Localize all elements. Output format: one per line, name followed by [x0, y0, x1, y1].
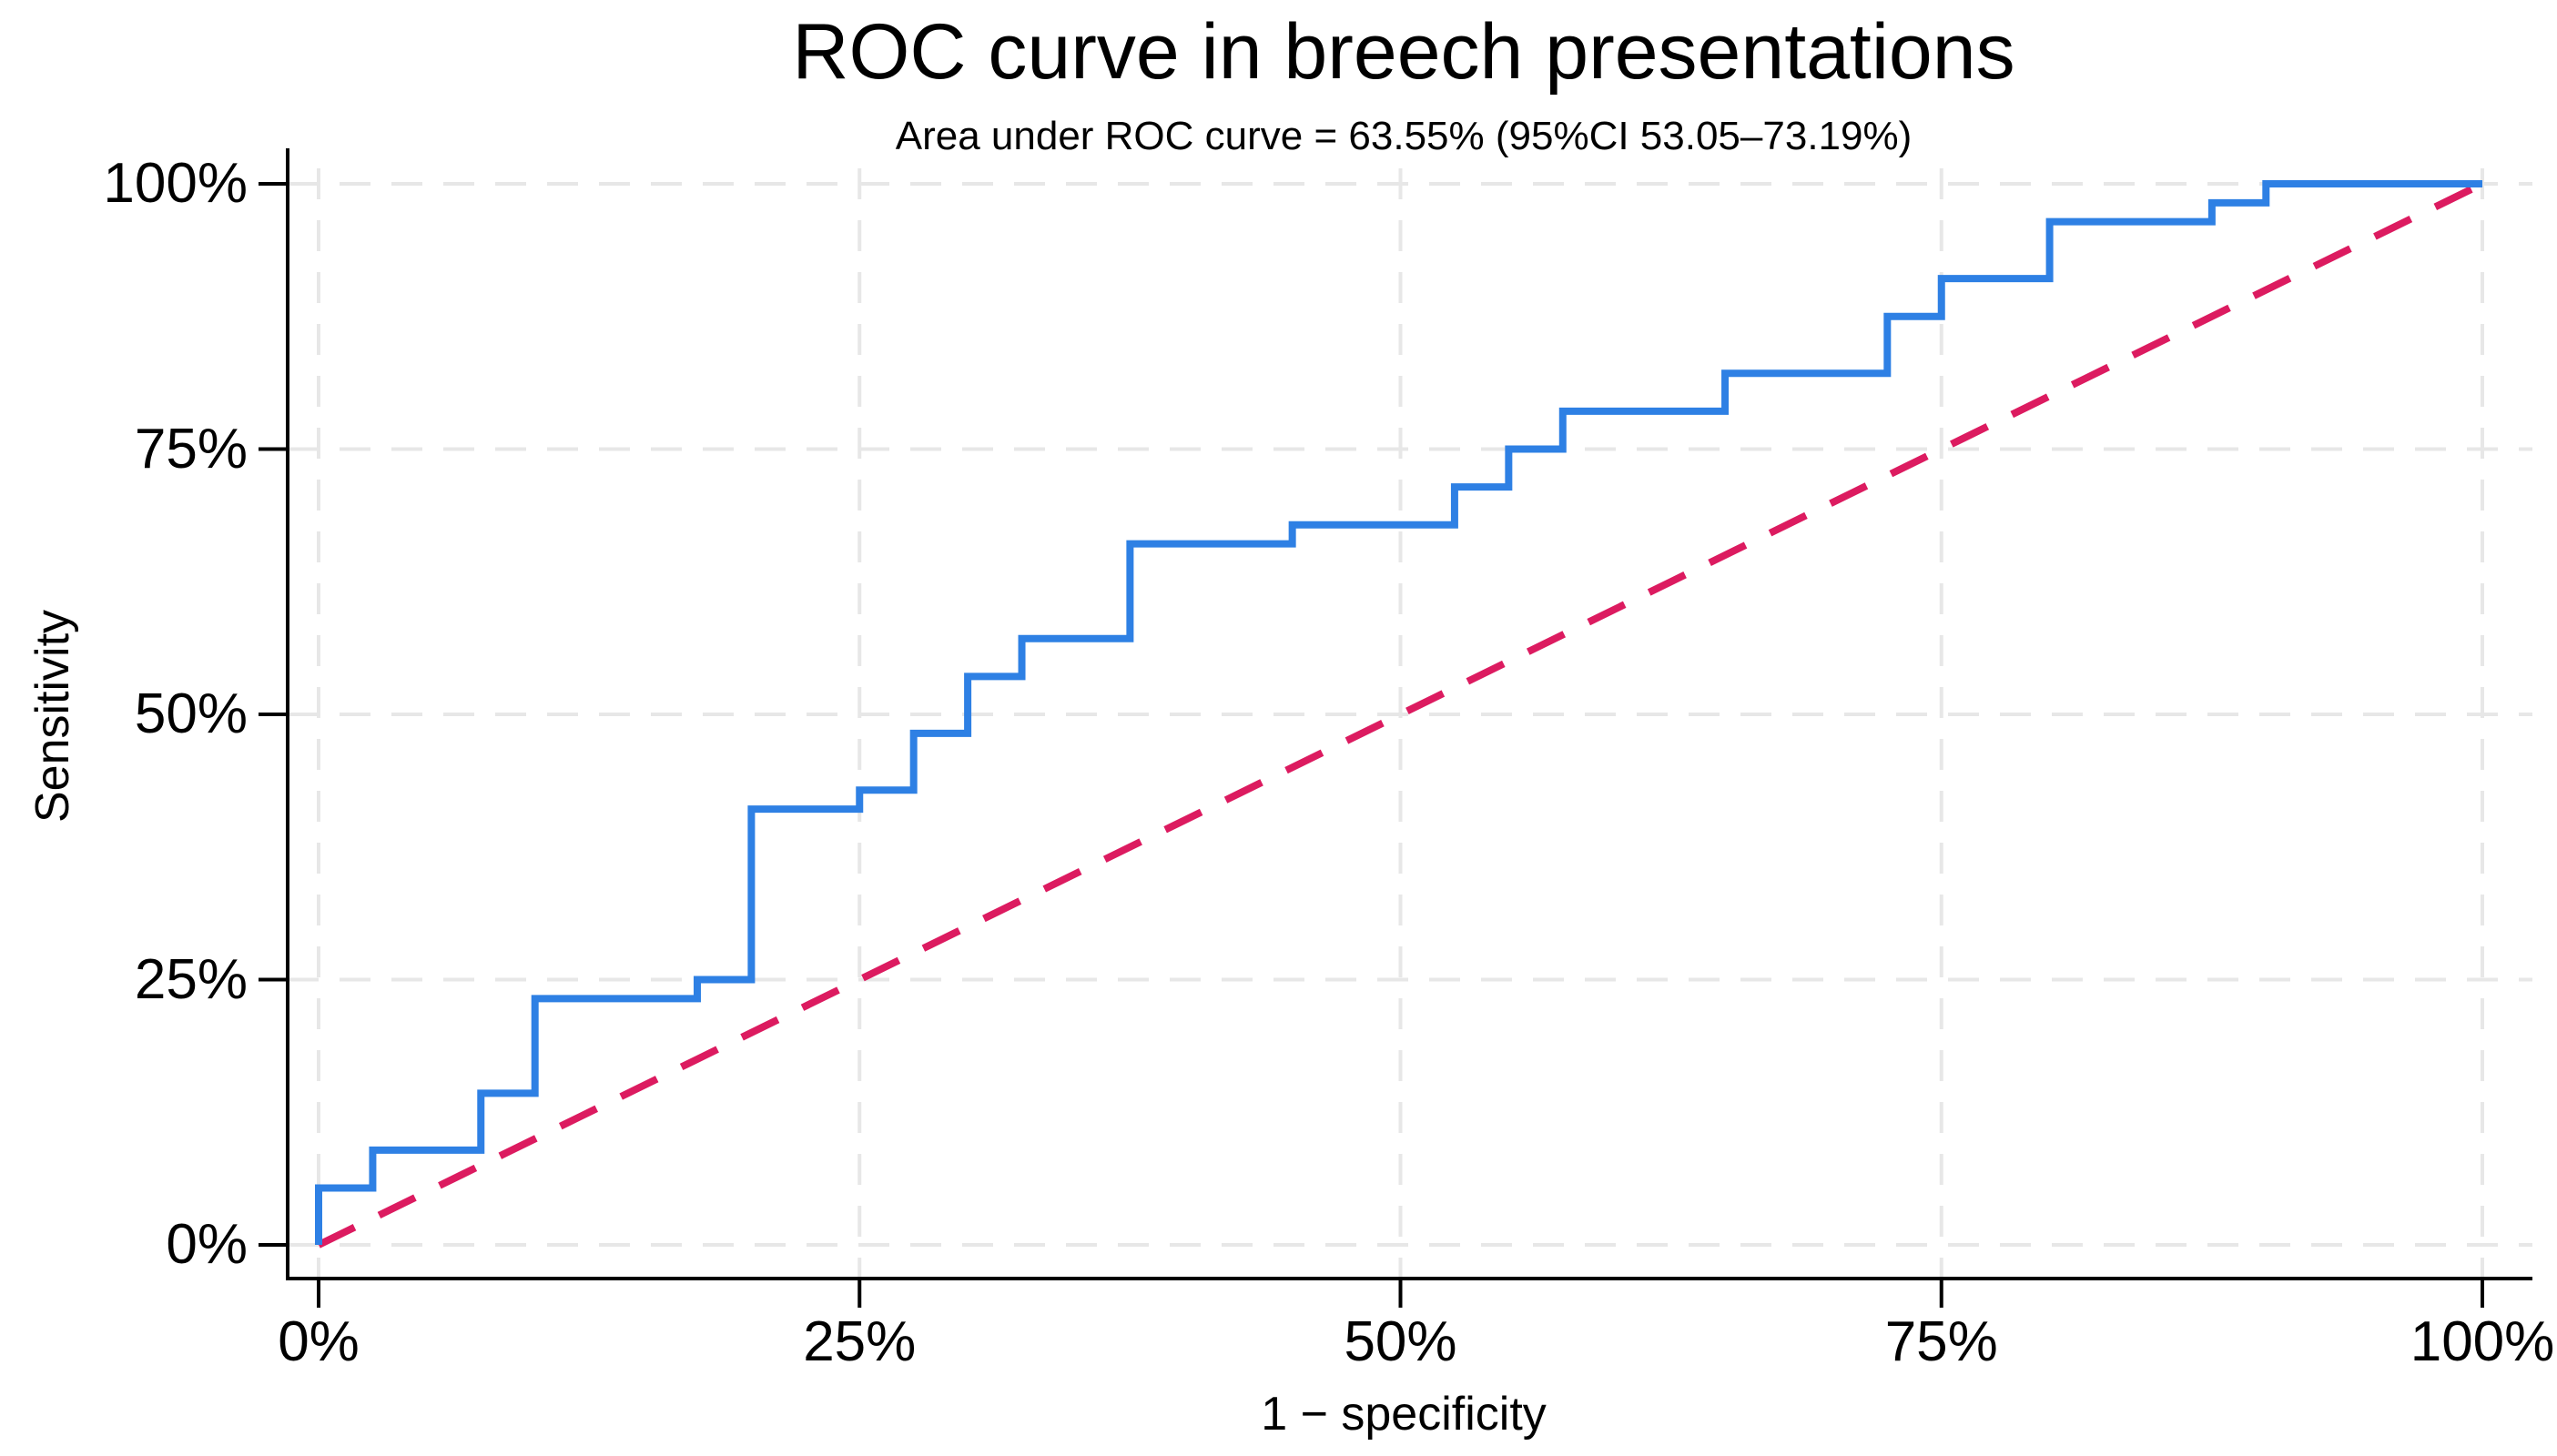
y-tick-label-50%: 50%: [134, 682, 248, 745]
x-tick-label-100%: 100%: [2410, 1310, 2555, 1373]
chart-title: ROC curve in breech presentations: [792, 8, 2015, 96]
x-tick-label-50%: 50%: [1344, 1310, 1457, 1373]
x-tick-label-75%: 75%: [1884, 1310, 1998, 1373]
chart-subtitle: Area under ROC curve = 63.55% (95%CI 53.…: [895, 114, 1913, 158]
x-axis-title: 1 − specificity: [1261, 1388, 1547, 1441]
y-tick-label-25%: 25%: [134, 947, 248, 1011]
x-tick-label-25%: 25%: [803, 1310, 917, 1373]
roc-curve: [315, 180, 2482, 1245]
y-tick-label-100%: 100%: [103, 152, 248, 215]
y-tick-label-75%: 75%: [134, 417, 248, 480]
x-tick-label-0%: 0%: [278, 1310, 360, 1373]
y-tick-label-0%: 0%: [166, 1213, 248, 1276]
